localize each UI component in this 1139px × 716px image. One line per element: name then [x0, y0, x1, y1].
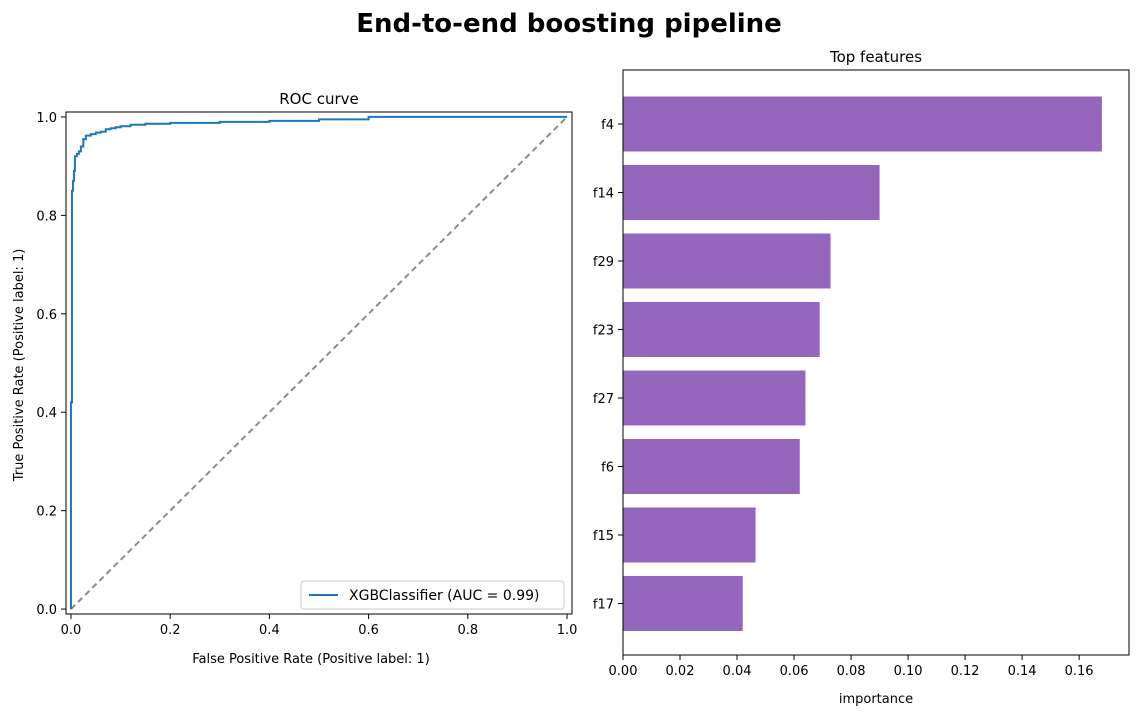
- importance-category-label: f4: [601, 118, 614, 133]
- importance-x-label: importance: [839, 692, 913, 707]
- roc-y-tick-label: 1.0: [36, 111, 57, 126]
- roc-legend: XGBClassifier (AUC = 0.99): [300, 580, 565, 610]
- roc-curve-line: [69, 115, 568, 610]
- importance-chart: Top features f4 f14 f29 f23 f27 f6 f15 f17 0.00…: [593, 48, 1130, 707]
- roc-y-label: True Positive Rate (Positive label: 1): [12, 249, 27, 483]
- importance-category-label: f17: [593, 598, 614, 613]
- importance-x-tick-label: 0.08: [837, 664, 866, 679]
- roc-y-tick-label: 0.0: [36, 603, 57, 618]
- roc-chance-line: [70, 116, 568, 610]
- importance-x-tick-label: 0.02: [666, 664, 695, 679]
- importance-category-label: f14: [593, 187, 614, 202]
- importance-bar: [623, 439, 800, 494]
- importance-x-axis: 0.00 0.02 0.04 0.06 0.08 0.10 0.12 0.14 0.16: [609, 655, 1094, 679]
- importance-bar: [623, 507, 756, 563]
- importance-title: Top features: [829, 48, 922, 66]
- roc-x-tick-label: 0.0: [61, 623, 82, 638]
- roc-series-layer: [69, 115, 568, 610]
- importance-bar: [623, 233, 831, 289]
- roc-x-axis: 0.0 0.2 0.4 0.6 0.8 1.0: [61, 614, 578, 638]
- roc-plot-frame: [65, 111, 573, 615]
- importance-category-label: f6: [601, 461, 614, 476]
- roc-title: ROC curve: [279, 90, 359, 108]
- importance-x-tick-label: 0.04: [723, 664, 752, 679]
- roc-legend-label: XGBClassifier (AUC = 0.99): [349, 588, 539, 604]
- importance-x-tick-label: 0.12: [951, 664, 980, 679]
- importance-category-label: f15: [593, 529, 614, 544]
- roc-chart: ROC curve 0.0 0.2 0.4 0.6 0.8 1.0 0.00.20.40.…: [12, 90, 577, 667]
- importance-bar: [623, 576, 743, 631]
- roc-y-tick-label: 0.4: [36, 406, 57, 421]
- roc-y-tick-label: 0.8: [36, 209, 57, 224]
- roc-x-tick-label: 0.4: [259, 623, 280, 638]
- importance-y-axis: f4 f14 f29 f23 f27 f6 f15 f17: [593, 118, 623, 613]
- roc-legend-box: [300, 580, 565, 610]
- importance-bars: [623, 96, 1102, 631]
- roc-y-tick-label: 0.2: [36, 505, 57, 520]
- roc-x-tick-label: 0.8: [457, 623, 478, 638]
- importance-bar: [623, 370, 806, 426]
- importance-x-tick-label: 0.10: [894, 664, 923, 679]
- importance-bar: [623, 165, 880, 220]
- importance-bar: [623, 96, 1102, 152]
- importance-category-label: f27: [593, 392, 614, 407]
- roc-y-tick-label: 0.6: [36, 308, 57, 323]
- roc-y-axis: 0.0 0.2 0.4 0.6 0.8 1.0: [36, 111, 66, 618]
- importance-plot-frame: [622, 69, 1130, 656]
- importance-x-tick-label: 0.00: [609, 664, 638, 679]
- importance-x-tick-label: 0.14: [1008, 664, 1037, 679]
- importance-bar: [623, 302, 820, 357]
- importance-category-label: f29: [593, 255, 614, 270]
- importance-x-tick-label: 0.06: [780, 664, 809, 679]
- importance-category-label: f23: [593, 324, 614, 339]
- roc-x-tick-label: 1.0: [557, 623, 578, 638]
- figure-suptitle: End-to-end boosting pipeline: [356, 9, 782, 39]
- roc-x-tick-label: 0.6: [358, 623, 379, 638]
- roc-x-tick-label: 0.2: [160, 623, 181, 638]
- roc-x-label: False Positive Rate (Positive label: 1): [192, 652, 430, 667]
- importance-x-tick-label: 0.16: [1065, 664, 1094, 679]
